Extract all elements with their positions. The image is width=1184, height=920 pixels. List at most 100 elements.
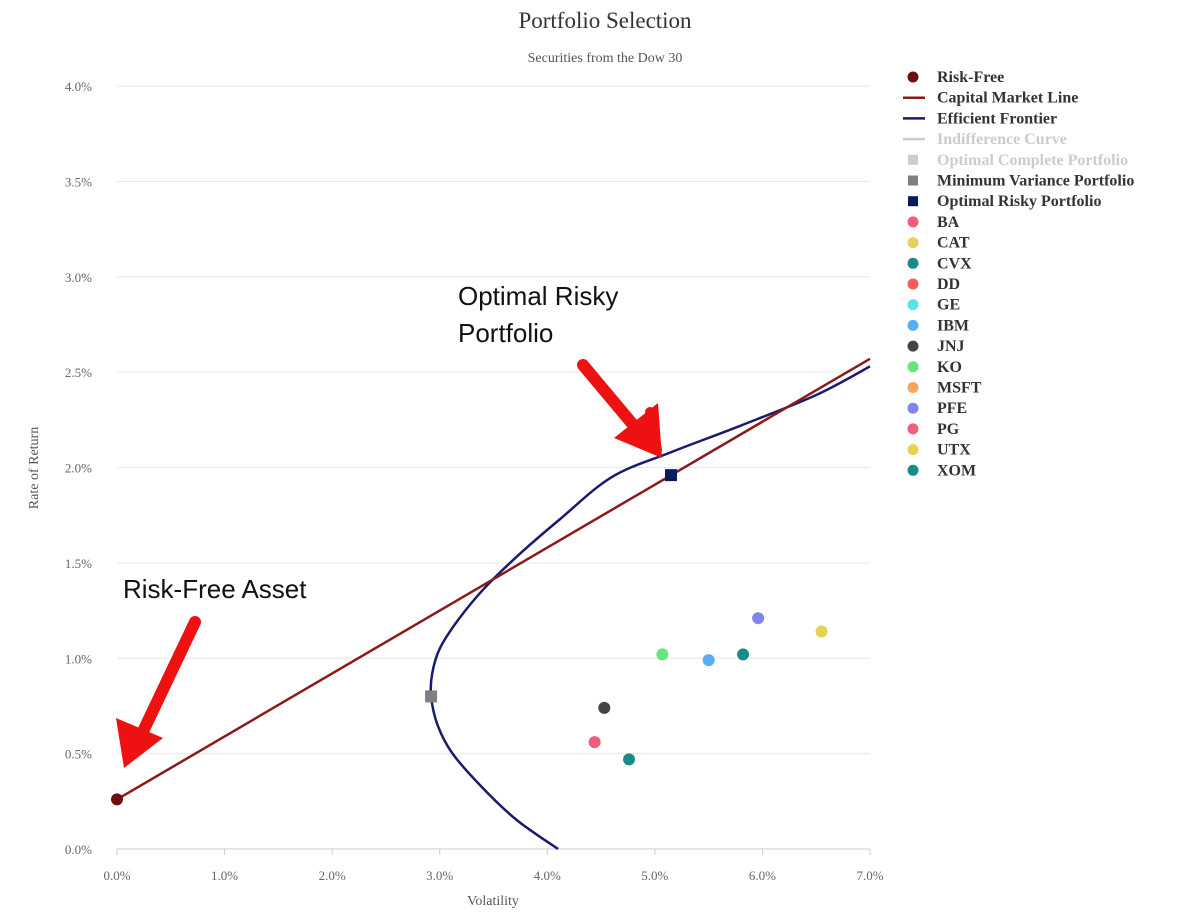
legend: Risk-Free Capital Market Line Efficient Fr…: [903, 69, 1134, 479]
points-layer: [111, 469, 828, 806]
legend-label: BA: [937, 214, 960, 231]
legend-symbol-circle: [907, 361, 919, 373]
x-tick-label: 4.0%: [534, 868, 561, 883]
security-point-pfe[interactable]: [752, 612, 765, 625]
x-tick-label: 5.0%: [641, 868, 668, 883]
capital-market-line: [116, 357, 871, 801]
grid-layer: [116, 85, 871, 855]
legend-label: UTX: [937, 442, 971, 459]
x-axis-title: Volatility: [467, 894, 519, 909]
legend-item-msft[interactable]: MSFT: [907, 380, 982, 397]
optimal-risky-portfolio-marker[interactable]: [664, 469, 677, 482]
legend-symbol-circle: [907, 299, 919, 311]
legend-label: CVX: [937, 255, 972, 272]
annotation-layer: Optimal Risky Portfolio Risk-Free Asset: [116, 281, 662, 768]
y-tick-label: 1.0%: [65, 651, 92, 666]
security-point-jnj[interactable]: [598, 701, 611, 714]
x-tick-label: 1.0%: [211, 868, 238, 883]
legend-label: MSFT: [937, 380, 982, 397]
legend-symbol-square: [908, 196, 918, 207]
legend-item-pfe[interactable]: PFE: [907, 400, 968, 417]
legend-item-ko[interactable]: KO: [907, 359, 962, 376]
series-layer: [116, 357, 871, 851]
legend-label: DD: [937, 276, 960, 293]
legend-item-ge[interactable]: GE: [907, 297, 961, 314]
y-tick-label: 1.5%: [65, 556, 92, 571]
legend-label: Indifference Curve: [937, 131, 1067, 148]
security-point-ba[interactable]: [588, 736, 601, 749]
x-tick-label: 0.0%: [103, 868, 130, 883]
y-tick-label: 2.0%: [65, 461, 92, 476]
legend-symbol-circle: [907, 278, 919, 290]
y-tick-labels: 0.0% 0.5% 1.0% 1.5% 2.0% 2.5% 3.0% 3.5% 4.0%: [65, 79, 92, 857]
optimal-risky-arrow-edge: [645, 407, 662, 455]
y-tick-label: 4.0%: [65, 79, 92, 94]
legend-item-optimal-risky-portfolio[interactable]: Optimal Risky Portfolio: [908, 193, 1101, 210]
legend-symbol-circle: [907, 444, 919, 456]
legend-item-pg[interactable]: PG: [907, 421, 960, 438]
legend-item-ibm[interactable]: IBM: [907, 317, 970, 334]
security-point-ibm[interactable]: [702, 654, 715, 667]
legend-label: KO: [937, 359, 962, 376]
x-tick-labels: 0.0% 1.0% 2.0% 3.0% 4.0% 5.0% 6.0% 7.0%: [103, 868, 883, 883]
legend-item-ba[interactable]: BA: [907, 214, 960, 231]
y-axis-title: Rate of Return: [27, 427, 42, 509]
legend-item-indifference-curve[interactable]: Indifference Curve: [903, 131, 1067, 148]
legend-symbol-circle: [907, 340, 919, 352]
legend-item-dd[interactable]: DD: [907, 276, 961, 293]
y-tick-label: 0.0%: [65, 842, 92, 857]
legend-label: GE: [937, 297, 960, 314]
legend-label: Capital Market Line: [937, 90, 1078, 107]
legend-label: JNJ: [937, 338, 965, 355]
risk-free-point[interactable]: [111, 793, 123, 806]
risk-free-arrow-head: [116, 718, 163, 768]
security-point-cvx[interactable]: [737, 648, 750, 661]
legend-label: IBM: [937, 317, 969, 334]
legend-symbol-circle: [907, 464, 919, 476]
security-point-ko[interactable]: [656, 648, 669, 661]
legend-item-cat[interactable]: CAT: [907, 235, 970, 252]
legend-symbol-square: [908, 175, 918, 186]
risk-free-arrow-shaft: [132, 616, 201, 748]
legend-item-risk-free[interactable]: Risk-Free: [907, 69, 1005, 86]
x-tick-label: 6.0%: [749, 868, 776, 883]
y-tick-label: 0.5%: [65, 747, 92, 762]
legend-symbol-circle: [907, 402, 919, 414]
x-tick-label: 3.0%: [426, 868, 453, 883]
optimal-risky-arrow-shaft: [577, 359, 646, 439]
legend-item-jnj[interactable]: JNJ: [907, 338, 965, 355]
legend-symbol-circle: [907, 71, 919, 83]
y-tick-label: 3.5%: [65, 174, 92, 189]
chart-title: Portfolio Selection: [518, 8, 692, 33]
optimal-risky-annotation-text: Optimal Risky: [458, 281, 618, 311]
legend-item-efficient-frontier[interactable]: Efficient Frontier: [903, 110, 1057, 127]
legend-label: Risk-Free: [937, 69, 1004, 86]
chart-subtitle: Securities from the Dow 30: [528, 51, 683, 66]
legend-item-optimal-complete-portfolio[interactable]: Optimal Complete Portfolio: [908, 152, 1128, 169]
legend-item-cvx[interactable]: CVX: [907, 255, 973, 272]
legend-item-capital-market-line[interactable]: Capital Market Line: [903, 90, 1078, 107]
legend-symbol-circle: [907, 216, 919, 228]
minimum-variance-portfolio-marker[interactable]: [425, 690, 438, 703]
y-tick-label: 3.0%: [65, 270, 92, 285]
legend-symbol-circle: [907, 257, 919, 269]
legend-label: CAT: [937, 235, 970, 252]
security-point-xom[interactable]: [623, 753, 636, 766]
legend-symbol-circle: [907, 319, 919, 331]
legend-label: Minimum Variance Portfolio: [937, 173, 1134, 190]
legend-symbol-circle: [907, 382, 919, 393]
legend-symbol-square: [908, 154, 918, 165]
x-tick-label: 7.0%: [856, 868, 883, 883]
efficient-frontier-line: [429, 365, 871, 851]
risk-free-annotation-text: Risk-Free Asset: [123, 574, 307, 604]
y-tick-label: 2.5%: [65, 365, 92, 380]
legend-label: Optimal Complete Portfolio: [937, 152, 1128, 169]
legend-item-xom[interactable]: XOM: [907, 462, 977, 479]
legend-item-utx[interactable]: UTX: [907, 442, 972, 459]
legend-symbol-circle: [907, 423, 919, 435]
legend-item-minimum-variance-portfolio[interactable]: Minimum Variance Portfolio: [908, 173, 1134, 190]
optimal-risky-annotation-text: Portfolio: [458, 318, 553, 348]
legend-label: Efficient Frontier: [937, 110, 1057, 127]
legend-label: Optimal Risky Portfolio: [937, 193, 1101, 210]
security-point-cat[interactable]: [815, 625, 828, 638]
